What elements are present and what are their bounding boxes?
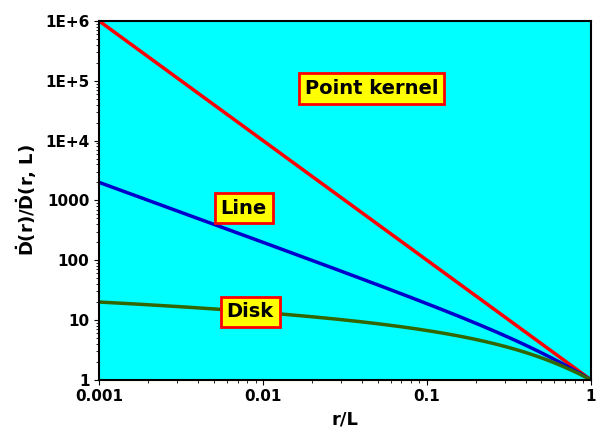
Text: Line: Line	[221, 198, 267, 218]
X-axis label: r/L: r/L	[332, 410, 359, 428]
Text: Disk: Disk	[227, 303, 274, 322]
Text: Point kernel: Point kernel	[305, 79, 438, 98]
Y-axis label: $\mathbf{\dot{D}}$(r)/$\mathbf{\dot{D}}$(r, L): $\mathbf{\dot{D}}$(r)/$\mathbf{\dot{D}}$…	[15, 144, 40, 256]
